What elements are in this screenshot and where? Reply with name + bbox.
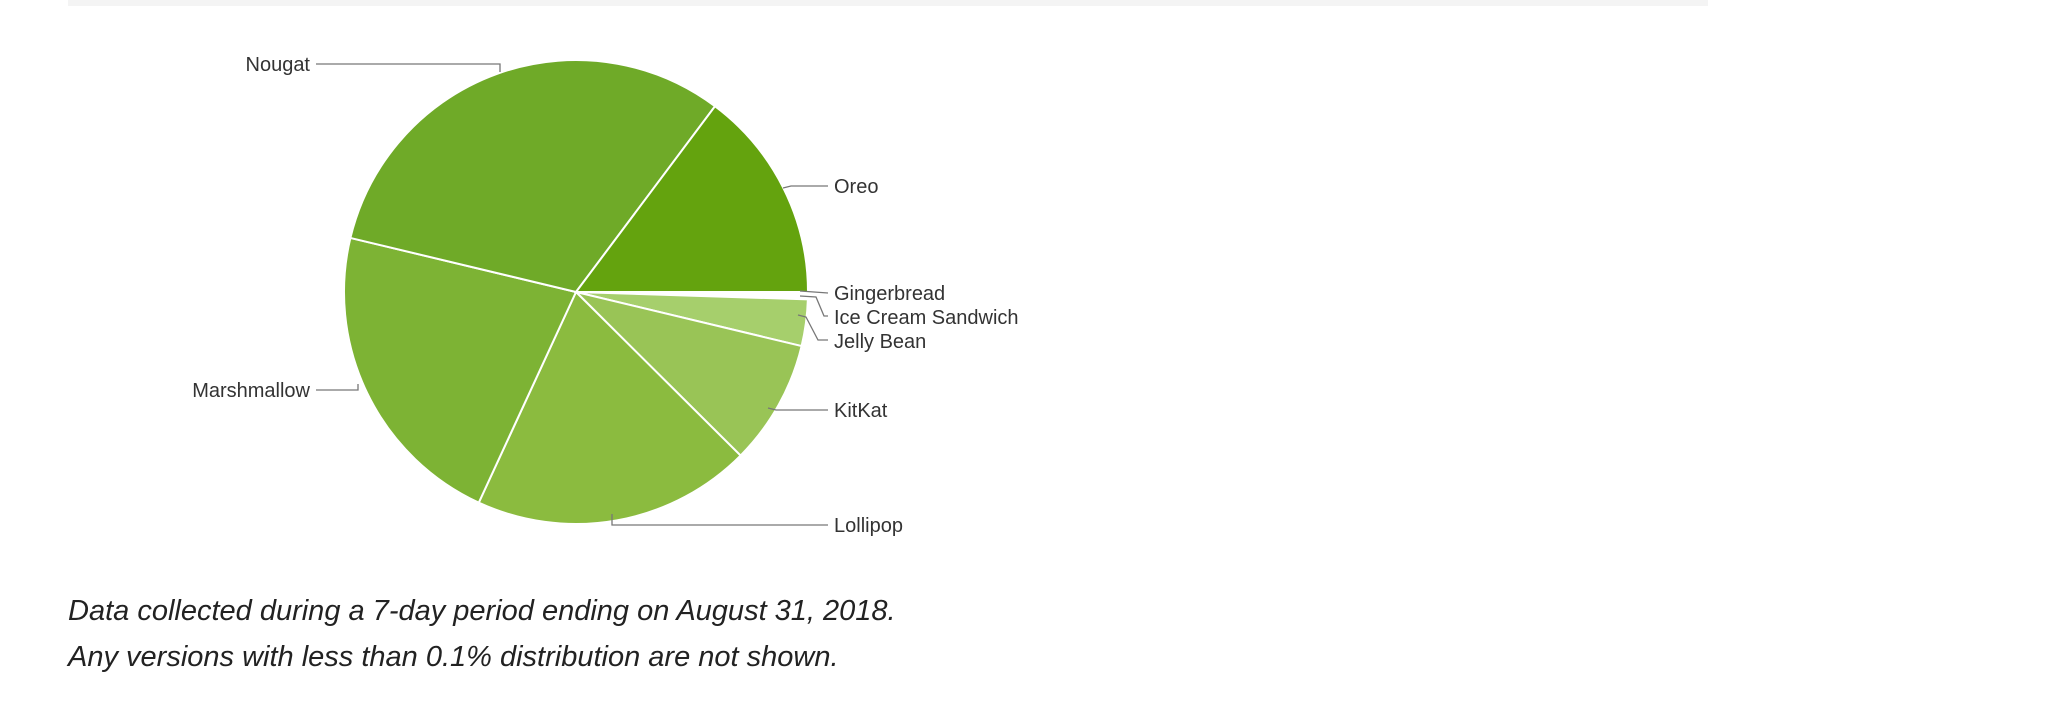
label-nougat: Nougat [246, 54, 311, 76]
leader-marshmallow [316, 384, 359, 391]
label-lollipop: Lollipop [834, 515, 903, 537]
leader-ice-cream-sandwich [799, 295, 828, 317]
pie-slice-marshmallow [343, 236, 578, 504]
footnote-min-distribution: Any versions with less than 0.1% distrib… [68, 641, 839, 673]
label-jelly-bean: Jelly Bean [834, 331, 926, 353]
leader-jelly-bean [797, 314, 828, 341]
leader-lollipop [611, 514, 828, 526]
leader-nougat [316, 63, 501, 72]
pie-slice-lollipop [477, 290, 742, 525]
footnote-data-period: Data collected during a 7-day period end… [68, 595, 896, 627]
leader-lines [316, 63, 829, 526]
label-oreo: Oreo [834, 176, 878, 198]
leader-kitkat [767, 407, 828, 411]
pie-chart: Nougat Oreo Gingerbread Ice Cream Sandwi… [192, 54, 1019, 537]
label-gingerbread: Gingerbread [834, 283, 945, 305]
pie-slices [343, 58, 810, 525]
leader-gingerbread [799, 290, 829, 294]
label-ice-cream-sandwich: Ice Cream Sandwich [834, 307, 1019, 329]
leader-oreo [782, 185, 828, 189]
pie-slice-kitkat [572, 290, 803, 457]
pie-slice-nougat [349, 58, 717, 294]
top-divider-bar [68, 0, 1708, 6]
label-kitkat: KitKat [834, 400, 888, 422]
label-marshmallow: Marshmallow [192, 380, 310, 402]
